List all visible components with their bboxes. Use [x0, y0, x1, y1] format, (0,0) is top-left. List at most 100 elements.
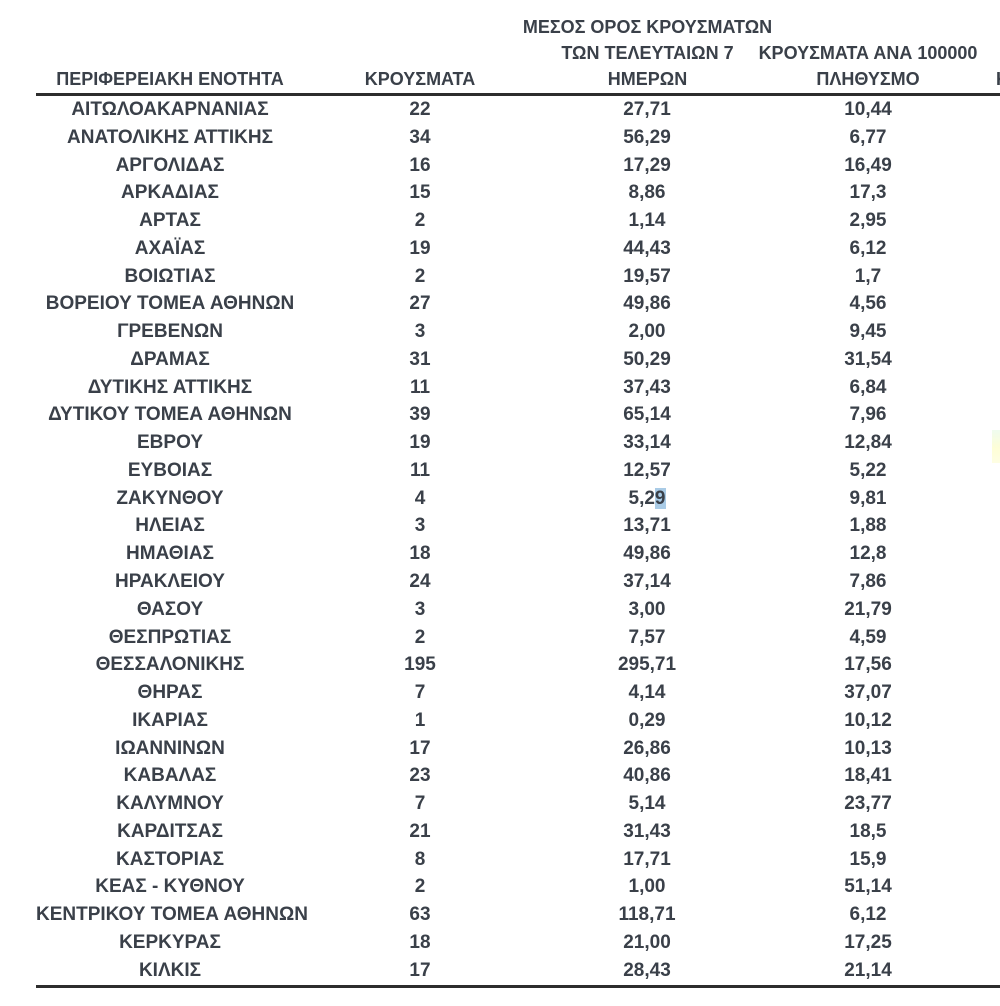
cases-cell: 17: [409, 959, 431, 981]
region-cell: ΑΙΤΩΛΟΑΚΑΡΝΑΝΙΑΣ: [71, 99, 269, 120]
cases-cell: 3: [414, 598, 426, 620]
cases-cell: 19: [409, 432, 431, 454]
cases-cell: 11: [409, 459, 431, 481]
per-100000-cell: 18,5: [849, 820, 887, 842]
table-row: ΚΑΒΑΛΑΣ 23 40,86 18,41: [0, 762, 1000, 790]
avg7-cell: 49,86: [623, 293, 671, 315]
per-100000-cell: 37,07: [844, 682, 892, 704]
table-row: ΕΒΡΟΥ 19 33,14 12,84: [0, 429, 1000, 457]
per-100000-cell: 17,3: [849, 182, 887, 204]
avg7-cell: 37,43: [623, 376, 671, 398]
header-cases-per-100000-line2: ΠΛΗΘΥΣΜΟ: [816, 69, 920, 89]
per-100000-cell: 6,12: [849, 904, 887, 926]
cases-cell: 2: [414, 210, 426, 232]
cases-cell: 63: [409, 904, 431, 926]
region-cell: ΚΑΒΑΛΑΣ: [123, 765, 217, 787]
cases-cell: 2: [414, 626, 426, 648]
per-100000-cell: 4,59: [849, 626, 887, 648]
header-cases: ΚΡΟΥΣΜΑΤΑ: [330, 66, 510, 92]
region-cell: ΚΑΡΔΙΤΣΑΣ: [117, 820, 223, 842]
cases-cell: 24: [409, 571, 431, 593]
avg7-cell: 3,00: [628, 598, 666, 620]
selected-digit: 9: [654, 487, 666, 509]
table-row: ΖΑΚΥΝΘΟΥ 4 5,29 9,81: [0, 485, 1000, 513]
per-100000-cell: 12,8: [849, 543, 887, 565]
avg7-cell: 37,14: [623, 571, 671, 593]
cases-cell: 11: [409, 376, 431, 398]
table-row: ΚΕΝΤΡΙΚΟΥ ΤΟΜΕΑ ΑΘΗΝΩΝ 63 118,71 6,12: [0, 901, 1000, 929]
cases-cell: 195: [404, 654, 436, 676]
avg7-cell: 1,00: [628, 876, 666, 898]
per-100000-cell: 1,7: [854, 265, 882, 287]
cases-cell: 18: [409, 543, 431, 565]
cases-cell: 8: [414, 848, 426, 870]
per-100000-cell: 7,96: [849, 404, 887, 426]
table-row: ΑΙΤΩΛΟΑΚΑΡΝΑΝΙΑΣ 22 27,71 10,44: [0, 96, 1000, 124]
table-row: ΚΕΑΣ - ΚΥΘΝΟΥ 2 1,00 51,14: [0, 873, 1000, 901]
region-cell: ΕΒΡΟΥ: [137, 432, 203, 454]
cases-cell: 7: [414, 682, 426, 704]
cases-cell: 2: [414, 265, 426, 287]
header-7day-average-line3: ΗΜΕΡΩΝ: [607, 69, 688, 89]
region-cell: ΒΟΡΕΙΟΥ ΤΟΜΕΑ ΑΘΗΝΩΝ: [45, 293, 295, 315]
avg7-cell: 295,71: [617, 654, 677, 676]
cases-cell: 4: [414, 487, 426, 509]
table-row: ΔΥΤΙΚΟΥ ΤΟΜΕΑ ΑΘΗΝΩΝ 39 65,14 7,96: [0, 401, 1000, 429]
table-row: ΑΡΤΑΣ 2 1,14 2,95: [0, 207, 1000, 235]
per-100000-cell: 12,84: [844, 432, 892, 454]
region-cell: ΕΥΒΟΙΑΣ: [127, 459, 213, 481]
header-cases-per-100000-line1: ΚΡΟΥΣΜΑΤΑ ΑΝΑ 100000: [758, 43, 978, 63]
region-cell: ΘΕΣΠΡΩΤΙΑΣ: [108, 626, 232, 648]
avg7-cell: 4,14: [628, 682, 666, 704]
region-cell: ΑΧΑΪΑΣ: [134, 237, 206, 259]
per-100000-cell: 2,95: [849, 210, 887, 232]
cases-cell: 31: [409, 348, 431, 370]
cases-cell: 27: [409, 293, 431, 315]
avg7-cell: 31,43: [623, 820, 671, 842]
table-row: ΘΗΡΑΣ 7 4,14 37,07: [0, 679, 1000, 707]
per-100000-cell: 15,9: [849, 848, 887, 870]
clipped-column-header-fragment: Κ: [996, 66, 1000, 92]
per-100000-cell: 7,86: [849, 571, 887, 593]
per-100000-cell: 9,45: [849, 321, 887, 343]
region-cell: ΔΡΑΜΑΣ: [130, 348, 210, 370]
table-row: ΔΡΑΜΑΣ 31 50,29 31,54: [0, 346, 1000, 374]
region-cell: ΘΕΣΣΑΛΟΝΙΚΗΣ: [95, 654, 245, 676]
avg7-cell: 21,00: [623, 931, 671, 953]
table-row: ΘΑΣΟΥ 3 3,00 21,79: [0, 596, 1000, 624]
per-100000-cell: 6,84: [849, 376, 887, 398]
header-cases-label: ΚΡΟΥΣΜΑΤΑ: [364, 69, 476, 89]
avg7-cell: 12,57: [623, 459, 671, 481]
per-100000-cell: 6,77: [849, 126, 887, 148]
table-row: ΑΡΓΟΛΙΔΑΣ 16 17,29 16,49: [0, 152, 1000, 180]
per-100000-cell: 5,22: [849, 459, 887, 481]
header-7day-average: ΜΕΣΟΣ ΟΡΟΣ ΚΡΟΥΣΜΑΤΩΝ ΤΩΝ ΤΕΛΕΥΤΑΙΩΝ 7 Η…: [505, 14, 790, 92]
header-cases-per-100000: ΚΡΟΥΣΜΑΤΑ ΑΝΑ 100000 ΠΛΗΘΥΣΜΟ: [740, 40, 996, 92]
per-100000-cell: 10,12: [844, 709, 892, 731]
region-cell: ΔΥΤΙΚΟΥ ΤΟΜΕΑ ΑΘΗΝΩΝ: [48, 404, 292, 426]
table-bottom-rule: [36, 985, 1000, 988]
avg7-cell: 5,14: [628, 793, 666, 815]
region-cell: ΑΡΚΑΔΙΑΣ: [121, 182, 219, 204]
cases-cell: 22: [409, 99, 431, 120]
table-row: ΙΚΑΡΙΑΣ 1 0,29 10,12: [0, 707, 1000, 735]
table-row: ΚΕΡΚΥΡΑΣ 18 21,00 17,25: [0, 929, 1000, 957]
avg7-cell: 40,86: [623, 765, 671, 787]
region-cell: ΚΕΝΤΡΙΚΟΥ ΤΟΜΕΑ ΑΘΗΝΩΝ: [36, 904, 308, 926]
avg7-cell: 19,57: [623, 265, 671, 287]
table-row: ΒΟΙΩΤΙΑΣ 2 19,57 1,7: [0, 263, 1000, 291]
per-100000-cell: 21,79: [844, 598, 892, 620]
per-100000-cell: 4,56: [849, 293, 887, 315]
avg7-cell: 17,29: [623, 154, 671, 176]
table-row: ΚΙΛΚΙΣ 17 28,43 21,14: [0, 957, 1000, 985]
avg7-cell: 1,14: [628, 210, 666, 232]
avg7-cell: 8,86: [628, 182, 666, 204]
table-row: ΚΑΛΥΜΝΟΥ 7 5,14 23,77: [0, 790, 1000, 818]
header-rule: [36, 93, 1000, 96]
table-row: ΓΡΕΒΕΝΩΝ 3 2,00 9,45: [0, 318, 1000, 346]
table-row: ΑΧΑΪΑΣ 19 44,43 6,12: [0, 235, 1000, 263]
region-cell: ΗΜΑΘΙΑΣ: [126, 543, 214, 565]
region-cell: ΚΑΣΤΟΡΙΑΣ: [116, 848, 224, 870]
cases-cell: 15: [409, 182, 431, 204]
cases-cell: 19: [409, 237, 431, 259]
